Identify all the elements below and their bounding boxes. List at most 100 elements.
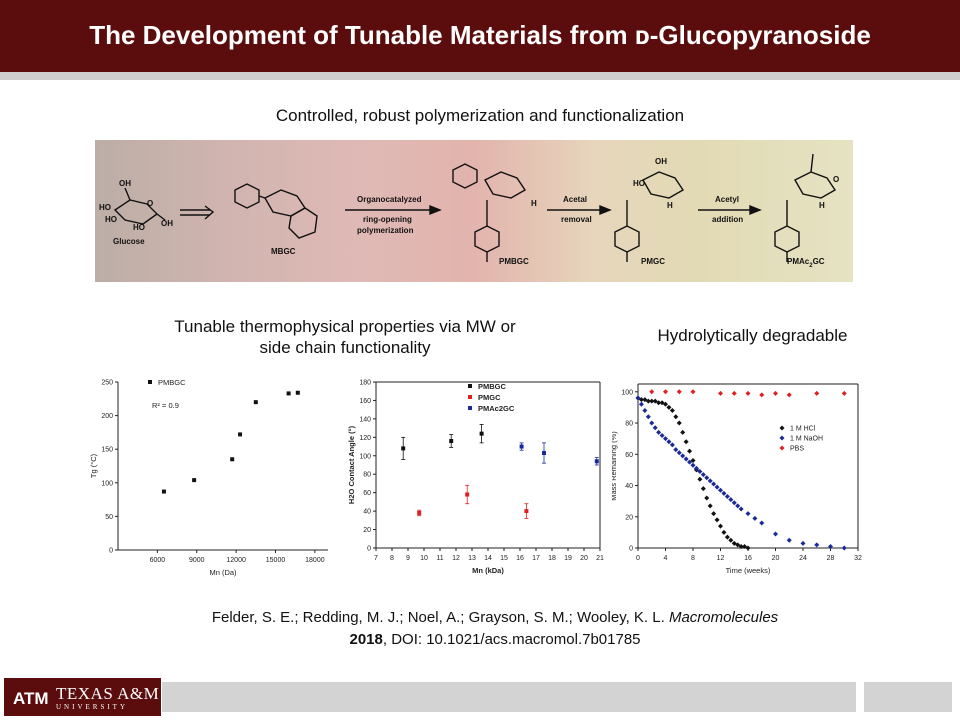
data-point	[711, 511, 717, 517]
data-point	[828, 543, 833, 549]
legend-marker	[468, 395, 472, 399]
x-axis-label: Mn (Da)	[209, 568, 237, 577]
data-point	[841, 390, 847, 396]
y-tick-label: 60	[625, 452, 633, 459]
university-logo: ATM TEXAS A&M UNIVERSITY	[4, 678, 161, 716]
data-point	[649, 389, 655, 395]
legend-label: 1 M HCl	[790, 426, 816, 433]
data-point	[656, 429, 662, 435]
x-tick-label: 4	[664, 555, 668, 562]
reaction-scheme: OH HO HO HO O OH Glucose MBGC Organocata…	[95, 140, 853, 282]
data-point	[638, 401, 644, 407]
legend-marker	[468, 406, 472, 410]
slide-title: The Development of Tunable Materials fro…	[89, 20, 871, 50]
data-point	[642, 397, 648, 403]
data-point	[690, 462, 696, 468]
x-tick-label: 10	[420, 555, 428, 562]
pmac2gc-label: PMAc2GC	[787, 257, 825, 269]
data-point	[731, 500, 737, 506]
data-point	[687, 459, 693, 465]
y-tick-label: 80	[625, 421, 633, 428]
legend-marker	[779, 445, 785, 451]
data-point	[745, 511, 751, 517]
x-tick-label: 8	[390, 555, 394, 562]
data-point	[735, 503, 741, 509]
legend-label: PMBGC	[158, 378, 186, 387]
data-point	[295, 390, 300, 395]
pmbgc-label: PMBGC	[499, 257, 529, 266]
data-point	[707, 478, 713, 484]
glucose-ho-bottom: HO	[133, 223, 145, 232]
data-point	[656, 400, 662, 406]
data-point	[519, 444, 524, 449]
y-tick-label: 0	[367, 546, 371, 553]
data-point	[728, 497, 734, 503]
data-point	[669, 408, 675, 414]
x-tick-label: 18	[548, 555, 556, 562]
citation-journal: Macromolecules	[668, 609, 779, 626]
x-tick-label: 7	[374, 555, 378, 562]
data-point	[707, 503, 713, 509]
data-point	[663, 401, 668, 407]
data-point	[718, 390, 723, 396]
pmac-o-label: O	[833, 175, 839, 184]
data-point	[745, 545, 751, 551]
x-tick-label: 16	[516, 555, 524, 562]
x-tick-label: 24	[799, 555, 807, 562]
x-tick-label: 28	[827, 555, 835, 562]
x-tick-label: 32	[854, 555, 862, 562]
thermophysical-heading-line2: side chain functionality	[259, 338, 431, 357]
data-point	[666, 404, 672, 410]
legend-label: PMBGC	[478, 382, 507, 391]
data-point	[714, 484, 720, 490]
data-point	[731, 390, 737, 396]
x-tick-label: 21	[596, 555, 604, 562]
data-point	[673, 414, 679, 420]
y-tick-label: 80	[363, 472, 371, 479]
x-tick-label: 17	[532, 555, 540, 562]
citation-authors: Felder, S. E.; Redding, M. J.; Noel, A.;…	[211, 609, 665, 626]
data-point	[735, 542, 741, 548]
x-tick-label: 6000	[150, 557, 166, 564]
y-tick-label: 250	[101, 380, 113, 387]
citation: Felder, S. E.; Redding, M. J.; Noel, A.;…	[100, 607, 890, 651]
data-point	[401, 446, 406, 451]
footer-page-box	[864, 682, 952, 712]
data-point	[700, 472, 706, 478]
y-tick-label: 50	[105, 514, 113, 521]
data-point	[417, 510, 422, 515]
x-axis-label: Time (weeks)	[726, 566, 771, 575]
x-tick-label: 12	[452, 555, 460, 562]
pmgc-label: PMGC	[641, 257, 665, 266]
data-point	[742, 543, 748, 549]
degradable-heading: Hydrolytically degradable	[657, 326, 848, 345]
data-point	[666, 439, 672, 445]
data-point	[238, 432, 243, 437]
citation-line1: Felder, S. E.; Redding, M. J.; Noel, A.;…	[100, 607, 890, 629]
title-underline-stripe	[0, 72, 960, 80]
data-point	[738, 506, 744, 512]
data-point	[676, 389, 682, 395]
data-point	[697, 476, 703, 482]
data-point	[724, 534, 730, 540]
data-point	[524, 509, 529, 514]
scheme-drawing: OH HO HO HO O OH Glucose MBGC Organocata…	[99, 153, 839, 269]
legend-label: PBS	[790, 446, 804, 453]
data-point	[738, 543, 744, 549]
data-point	[683, 439, 689, 445]
tg-chart: 6000 9000 12000 15000 18000 0 50 100 150 200 250 Mn…	[89, 378, 328, 577]
y-tick-label: 200	[101, 413, 113, 420]
data-point	[230, 457, 235, 462]
y-tick-label: 20	[625, 514, 633, 521]
y-tick-label: 0	[109, 548, 113, 555]
logo-name: TEXAS A&M	[56, 684, 160, 703]
data-point	[680, 453, 686, 459]
data-point	[711, 481, 717, 487]
mbgc-label: MBGC	[271, 247, 296, 256]
data-point	[676, 420, 682, 426]
legend-marker	[468, 384, 472, 388]
y-tick-label: 150	[101, 447, 113, 454]
y-axis-label: H2O Contact Angle (°)	[347, 425, 356, 504]
data-point	[683, 456, 689, 462]
data-point	[649, 420, 655, 426]
